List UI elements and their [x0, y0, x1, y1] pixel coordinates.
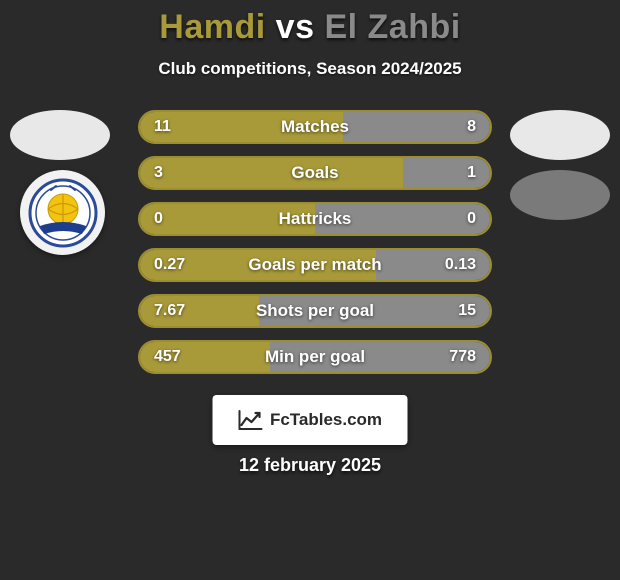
stat-row: 00Hattricks [138, 202, 492, 236]
stat-bars-container: 118Matches31Goals00Hattricks0.270.13Goal… [138, 110, 492, 386]
player1-badge-placeholder [10, 110, 110, 160]
stat-value-right: 0.13 [445, 250, 476, 280]
stat-value-right: 778 [449, 342, 476, 372]
stat-fill-left [140, 204, 315, 234]
stat-value-right: 1 [467, 158, 476, 188]
stat-value-left: 3 [154, 158, 163, 188]
stat-row: 457778Min per goal [138, 340, 492, 374]
stat-fill-right [259, 296, 490, 326]
stat-row: 118Matches [138, 110, 492, 144]
snapshot-date: 12 february 2025 [0, 455, 620, 476]
stat-row: 7.6715Shots per goal [138, 294, 492, 328]
stat-value-left: 11 [154, 112, 171, 142]
vs-separator: vs [276, 8, 315, 46]
stat-row: 31Goals [138, 156, 492, 190]
club-crest-icon [28, 178, 98, 248]
comparison-title: Hamdi vs El Zahbi [0, 0, 620, 47]
stat-row: 0.270.13Goals per match [138, 248, 492, 282]
season-subtitle: Club competitions, Season 2024/2025 [0, 59, 620, 79]
player2-name: El Zahbi [324, 8, 460, 46]
stat-fill-right [315, 204, 490, 234]
stat-value-right: 8 [467, 112, 476, 142]
stat-value-right: 0 [467, 204, 476, 234]
stat-value-right: 15 [458, 296, 476, 326]
stat-value-left: 0 [154, 204, 163, 234]
club-logo [20, 170, 105, 255]
source-text: FcTables.com [270, 410, 382, 430]
player1-name: Hamdi [159, 8, 265, 46]
stat-value-left: 7.67 [154, 296, 185, 326]
stat-value-left: 457 [154, 342, 181, 372]
player2-badge-placeholder-1 [510, 110, 610, 160]
chart-icon [238, 409, 264, 431]
stat-value-left: 0.27 [154, 250, 185, 280]
player2-badge-placeholder-2 [510, 170, 610, 220]
stat-fill-right [403, 158, 491, 188]
stat-fill-left [140, 158, 403, 188]
source-badge: FcTables.com [213, 395, 408, 445]
